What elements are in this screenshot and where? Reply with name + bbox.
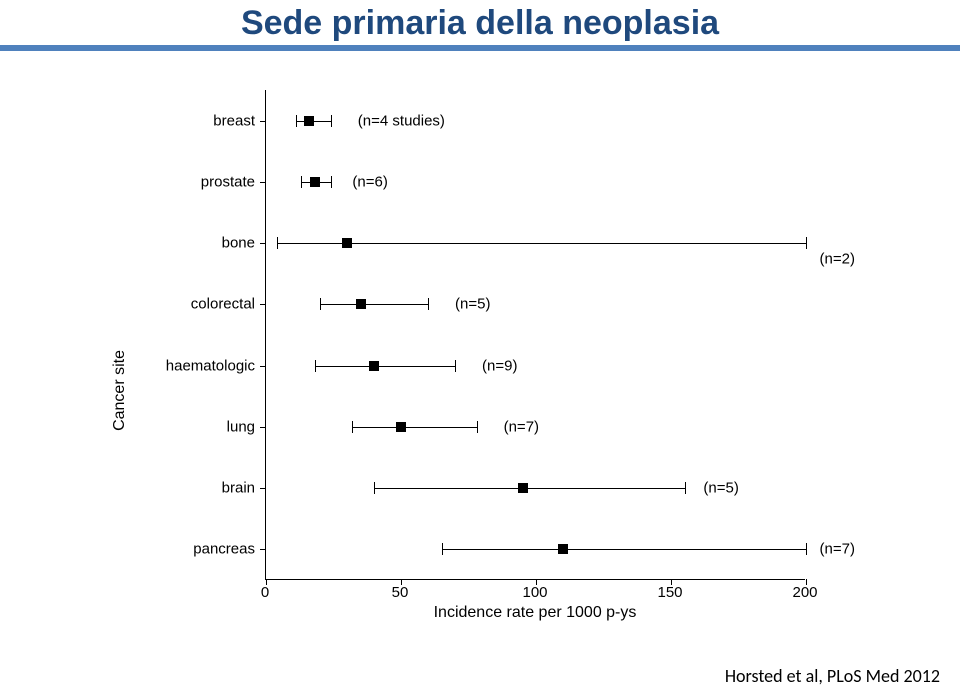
ci-cap	[806, 237, 807, 249]
ci-cap	[277, 237, 278, 249]
category-label: prostate	[135, 173, 255, 190]
category-label: haematologic	[135, 357, 255, 374]
citation: Horsted et al, PLoS Med 2012	[725, 665, 940, 687]
n-label: (n=5)	[455, 296, 490, 313]
ci-cap	[428, 298, 429, 310]
y-tick	[260, 121, 266, 122]
ci-line	[320, 304, 428, 305]
x-tick-label: 200	[792, 584, 817, 601]
ci-line	[277, 243, 806, 244]
category-label: lung	[135, 418, 255, 435]
ci-cap	[806, 543, 807, 555]
y-tick	[260, 366, 266, 367]
n-label: (n=4 studies)	[358, 112, 445, 129]
ci-cap	[331, 176, 332, 188]
ci-cap	[320, 298, 321, 310]
ci-cap	[331, 115, 332, 127]
point-marker	[310, 177, 320, 187]
point-marker	[342, 238, 352, 248]
x-tick-label: 0	[261, 584, 269, 601]
point-marker	[558, 544, 568, 554]
ci-cap	[477, 421, 478, 433]
ci-cap	[455, 360, 456, 372]
n-label: (n=7)	[820, 541, 855, 558]
n-label: (n=2)	[820, 251, 855, 268]
ci-cap	[374, 482, 375, 494]
y-tick	[260, 243, 266, 244]
y-tick	[260, 304, 266, 305]
ci-line	[315, 366, 455, 367]
point-marker	[356, 299, 366, 309]
y-tick	[260, 488, 266, 489]
category-label: colorectal	[135, 296, 255, 313]
title-bar: Sede primaria della neoplasia	[0, 0, 960, 51]
ci-line	[352, 427, 476, 428]
point-marker	[518, 483, 528, 493]
y-axis-label: Cancer site	[111, 350, 129, 431]
ci-cap	[301, 176, 302, 188]
category-label: bone	[135, 235, 255, 252]
y-tick	[260, 549, 266, 550]
n-label: (n=7)	[504, 418, 539, 435]
x-tick-label: 50	[392, 584, 409, 601]
page-title: Sede primaria della neoplasia	[241, 4, 719, 42]
point-marker	[304, 116, 314, 126]
n-label: (n=6)	[352, 173, 387, 190]
x-tick-label: 150	[657, 584, 682, 601]
ci-cap	[352, 421, 353, 433]
category-label: brain	[135, 480, 255, 497]
forest-chart: Cancer site (n=4 studies)(n=6)(n=2)(n=5)…	[130, 70, 840, 630]
ci-cap	[442, 543, 443, 555]
plot-area: (n=4 studies)(n=6)(n=2)(n=5)(n=9)(n=7)(n…	[265, 90, 805, 580]
ci-cap	[296, 115, 297, 127]
ci-line	[442, 549, 807, 550]
category-label: breast	[135, 112, 255, 129]
ci-line	[374, 488, 685, 489]
y-tick	[260, 427, 266, 428]
x-axis-label: Incidence rate per 1000 p-ys	[265, 604, 805, 622]
ci-cap	[685, 482, 686, 494]
category-label: pancreas	[135, 541, 255, 558]
ci-cap	[315, 360, 316, 372]
point-marker	[396, 422, 406, 432]
y-tick	[260, 182, 266, 183]
n-label: (n=9)	[482, 357, 517, 374]
point-marker	[369, 361, 379, 371]
x-tick-label: 100	[522, 584, 547, 601]
n-label: (n=5)	[703, 480, 738, 497]
